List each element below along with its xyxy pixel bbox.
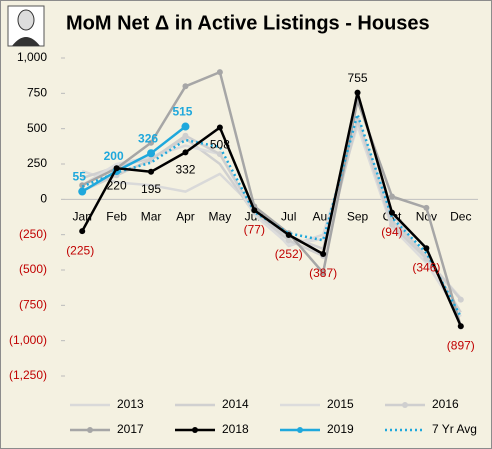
series-marker [182,83,189,90]
x-tick-label: Nov [416,210,437,224]
data-label: 332 [175,163,195,177]
y-tick-label: 0 [40,192,47,206]
series-line [81,113,462,318]
y-tick-label: (500) [19,262,47,276]
chart-title: MoM Net Δ in Active Listings - Houses [66,12,430,34]
series-marker [147,149,156,158]
series-marker [285,231,292,238]
data-label: 55 [73,170,87,184]
y-tick-label: (750) [19,298,47,312]
data-label: (897) [447,338,475,352]
x-tick-label: Jul [281,210,296,224]
data-label: (252) [275,247,303,261]
x-tick-label: Dec [450,210,471,224]
data-label: (387) [309,266,337,280]
series-marker [182,132,189,139]
y-tick-label: 750 [27,86,47,100]
series-marker [182,149,189,156]
series-marker [148,156,155,163]
author-icon [7,5,45,47]
series-marker [457,323,464,330]
legend-label: 2014 [222,397,249,411]
y-tick-label: (1,250) [9,368,47,382]
legend-label: 2017 [117,422,144,436]
x-tick-label: Feb [106,210,127,224]
series-marker [388,209,395,216]
series-marker [354,89,361,96]
legend-label: 2013 [117,397,144,411]
data-label: (77) [244,222,265,236]
data-label: 508 [210,138,230,152]
x-tick-label: Sep [347,210,369,224]
data-label: 195 [141,182,161,196]
series-marker [423,245,430,252]
x-tick-label: Apr [176,210,195,224]
series-marker [79,228,86,235]
series-marker [216,69,223,76]
series-marker [320,251,327,258]
series-marker [423,204,430,211]
series-marker [320,269,327,276]
y-tick-label: 1,000 [17,50,47,64]
series-marker [216,151,223,158]
legend-label: 2016 [432,397,459,411]
data-label: 326 [138,131,158,145]
series-marker [388,193,395,200]
x-tick-label: Mar [141,210,162,224]
series-marker [388,221,395,228]
legend-label: 7 Yr Avg [432,422,477,436]
y-tick-label: (1,000) [9,333,47,347]
series-line [81,70,463,327]
series-marker [148,139,155,146]
series-marker [285,237,292,244]
series-marker [251,207,258,214]
series-line [81,125,187,193]
y-tick-label: (250) [19,227,47,241]
series-marker [457,296,464,303]
series-line [81,124,462,318]
y-tick-label: 500 [27,121,47,135]
data-label: (94) [381,225,402,239]
series-line [81,118,462,301]
series-marker [181,122,190,131]
legend-label: 2018 [222,422,249,436]
series-line [81,91,462,327]
legend-label: 2015 [327,397,354,411]
data-label: (346) [412,260,440,274]
legend-label: 2019 [327,422,354,436]
data-label: 755 [348,71,368,85]
data-label: (225) [66,243,94,257]
data-label: 515 [172,105,192,119]
legend-marker [87,427,93,433]
y-tick-label: 250 [27,156,47,170]
legend-marker [297,427,303,433]
legend-marker [192,427,198,433]
series-marker [216,124,223,131]
x-tick-label: May [209,210,232,224]
series-marker [148,168,155,175]
data-label: 220 [107,178,127,192]
series-marker [113,165,120,172]
legend-marker [402,402,408,408]
series-marker [78,187,87,196]
data-label: 200 [104,149,124,163]
